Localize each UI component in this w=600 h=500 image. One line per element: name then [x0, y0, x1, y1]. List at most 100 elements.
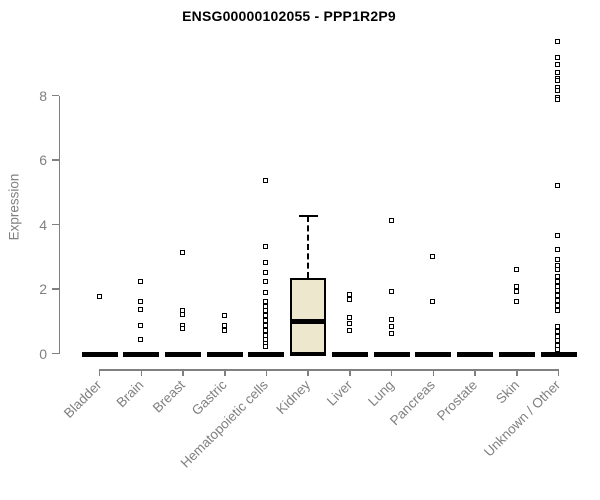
- outlier-point: [555, 247, 561, 253]
- outlier-point: [513, 284, 519, 290]
- y-axis-tick: [51, 352, 59, 355]
- outlier-point: [555, 61, 561, 67]
- zero-box-bar: [540, 351, 577, 357]
- outlier-point: [263, 318, 269, 324]
- outlier-point: [263, 308, 269, 314]
- outlier-point: [388, 331, 394, 337]
- category-label: Bladder: [60, 377, 105, 421]
- outlier-point: [555, 69, 561, 75]
- outlier-point: [555, 302, 561, 308]
- outlier-point: [430, 298, 436, 304]
- outlier-point: [179, 326, 185, 332]
- x-axis-tick: [432, 369, 435, 376]
- y-axis-tick: [51, 288, 59, 290]
- outlier-point: [555, 333, 561, 339]
- category-label: Breast: [149, 377, 188, 416]
- zero-box-bar: [206, 351, 243, 357]
- outlier-point: [555, 273, 561, 279]
- x-axis-tick: [516, 369, 518, 376]
- outlier-point: [263, 313, 269, 319]
- category-label: Liver: [323, 377, 355, 409]
- outlier-point: [555, 232, 561, 238]
- y-axis-tick: [51, 223, 59, 226]
- zero-box-bar: [457, 351, 494, 357]
- x-axis-tick: [98, 369, 101, 376]
- outlier-point: [555, 283, 561, 289]
- category-label: Skin: [492, 377, 522, 407]
- zero-box-bar: [373, 351, 410, 357]
- outlier-point: [263, 243, 269, 249]
- outlier-point: [263, 260, 269, 266]
- outlier-point: [138, 322, 144, 328]
- y-axis: [58, 95, 60, 354]
- outlier-point: [555, 293, 561, 299]
- zero-box-bar: [123, 351, 160, 357]
- outlier-point: [221, 328, 227, 334]
- y-tick-label: 6: [39, 152, 47, 168]
- outlier-point: [555, 278, 561, 284]
- outlier-point: [388, 323, 394, 329]
- category-label: Lung: [364, 377, 397, 410]
- x-axis-tick: [474, 369, 476, 376]
- y-axis-tick: [51, 94, 59, 97]
- outlier-point: [346, 327, 352, 333]
- outlier-point: [513, 298, 519, 304]
- outlier-point: [555, 323, 561, 329]
- category-label: Prostate: [433, 377, 480, 424]
- outlier-point: [555, 347, 561, 353]
- x-axis-tick: [390, 369, 393, 376]
- y-axis-tick: [51, 159, 59, 161]
- outlier-point: [138, 306, 144, 312]
- outlier-point: [555, 338, 561, 344]
- outlier-point: [555, 256, 561, 262]
- zero-box-bar: [81, 351, 118, 357]
- zero-box-bar: [498, 351, 535, 357]
- x-axis: [99, 369, 559, 371]
- outlier-point: [138, 298, 144, 304]
- outlier-point: [555, 298, 561, 304]
- outlier-point: [263, 177, 269, 183]
- outlier-point: [513, 266, 519, 272]
- outlier-point: [96, 293, 102, 299]
- outlier-point: [263, 322, 269, 328]
- outlier-point: [263, 279, 269, 285]
- outlier-point: [555, 77, 561, 83]
- median-line: [292, 319, 325, 324]
- outlier-point: [555, 288, 561, 294]
- outlier-point: [388, 316, 394, 322]
- category-label: Unknown / Other: [481, 377, 564, 460]
- outlier-point: [221, 313, 227, 319]
- upper-whisker-cap: [298, 215, 318, 218]
- outlier-point: [346, 321, 352, 327]
- outlier-point: [138, 336, 144, 342]
- outlier-point: [555, 97, 561, 103]
- y-tick-label: 8: [39, 87, 47, 104]
- outlier-point: [346, 297, 352, 303]
- zero-box-bar: [165, 351, 202, 357]
- x-axis-tick: [224, 369, 226, 376]
- outlier-point: [555, 39, 561, 45]
- y-tick-label: 4: [39, 216, 47, 233]
- outlier-point: [430, 253, 436, 259]
- x-axis-tick: [349, 369, 351, 376]
- x-axis-tick: [557, 369, 560, 376]
- outlier-point: [263, 269, 269, 275]
- category-label: Brain: [113, 377, 147, 411]
- x-axis-tick: [265, 369, 268, 376]
- outlier-point: [555, 55, 561, 61]
- outlier-point: [555, 182, 561, 188]
- upper-whisker: [307, 216, 310, 279]
- y-tick-label: 2: [39, 281, 47, 297]
- outlier-point: [555, 87, 561, 93]
- outlier-point: [555, 266, 561, 272]
- outlier-point: [513, 289, 519, 295]
- outlier-point: [346, 314, 352, 320]
- outlier-point: [179, 311, 185, 317]
- x-axis-tick: [182, 369, 184, 376]
- category-label: Kidney: [273, 377, 314, 418]
- outlier-point: [388, 289, 394, 295]
- zero-box-bar: [415, 351, 452, 357]
- y-tick-label: 0: [39, 345, 47, 362]
- x-axis-tick: [140, 369, 143, 376]
